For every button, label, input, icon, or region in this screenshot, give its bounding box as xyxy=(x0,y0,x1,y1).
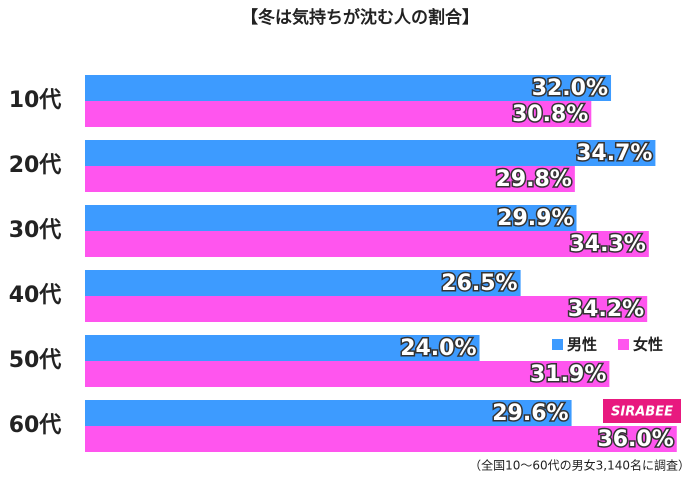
value-label: 29.6% xyxy=(492,401,568,426)
legend-label: 男性 xyxy=(567,336,597,354)
value-label: 31.9% xyxy=(530,362,606,387)
chart-title: 【冬は気持ちが沈む人の割合】 xyxy=(241,7,479,28)
y-tick-label: 40代 xyxy=(9,283,62,308)
value-label: 30.8% xyxy=(512,102,588,127)
logo: SIRABEE xyxy=(611,405,673,420)
bar xyxy=(85,75,612,101)
legend-label: 女性 xyxy=(633,336,663,354)
y-tick-label: 60代 xyxy=(9,413,62,438)
bar xyxy=(85,361,610,387)
bar xyxy=(85,231,649,257)
bar xyxy=(85,335,480,361)
y-tick-label: 30代 xyxy=(9,218,62,243)
bar xyxy=(85,270,521,296)
value-label: 29.9% xyxy=(497,206,573,231)
y-tick-label: 10代 xyxy=(9,88,62,113)
bar xyxy=(85,400,572,426)
legend-box xyxy=(545,332,685,358)
bar xyxy=(85,166,575,192)
value-label: 26.5% xyxy=(441,271,517,296)
bar xyxy=(85,101,592,127)
legend-swatch xyxy=(618,339,629,350)
logo-box xyxy=(603,399,681,423)
bar xyxy=(85,426,677,452)
y-tick-label: 20代 xyxy=(9,153,62,178)
legend-swatch xyxy=(552,339,563,350)
value-label: 36.0% xyxy=(597,427,673,452)
note: （全国10～60代の男女3,140名に調査） xyxy=(469,458,690,473)
value-label: 34.7% xyxy=(576,141,652,166)
bar xyxy=(85,205,577,231)
bar xyxy=(85,140,656,166)
bar xyxy=(85,296,648,322)
y-tick-label: 50代 xyxy=(9,348,62,373)
value-label: 32.0% xyxy=(532,76,608,101)
value-label: 34.3% xyxy=(570,232,646,257)
value-label: 24.0% xyxy=(400,336,476,361)
value-label: 29.8% xyxy=(496,167,572,192)
value-label: 34.2% xyxy=(568,297,644,322)
